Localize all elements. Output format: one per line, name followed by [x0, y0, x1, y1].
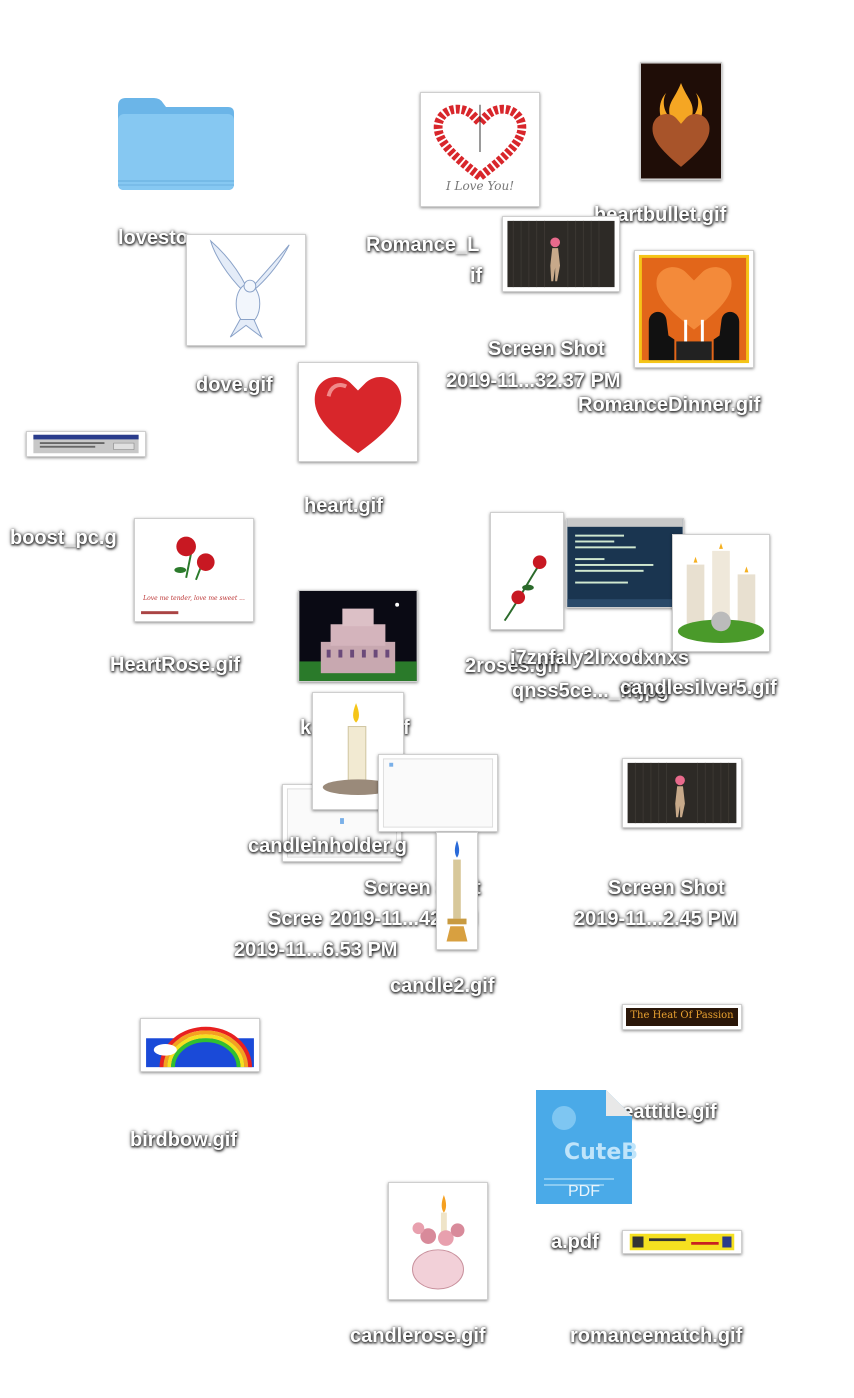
- silver-candles-icon: [673, 535, 769, 651]
- screenshot-3-label-line2: 2019-11...2.45 PM: [574, 908, 738, 930]
- screenshot-4-label-line2: 2019-11...6.53 PM: [234, 939, 398, 961]
- romance-love-label: Romance_L: [366, 234, 480, 256]
- two-roses-icon: [491, 513, 563, 629]
- heart-label: heart.gif: [304, 495, 383, 517]
- lovestory-label: lovesto: [118, 227, 189, 249]
- screenshot-2-thumbnail[interactable]: [378, 754, 498, 832]
- screenshot-1-label-line2: 2019-11...32.37 PM: [446, 370, 621, 392]
- pdf-logo-text: CuteB: [564, 1140, 639, 1165]
- pdf-label: a.pdf: [551, 1231, 599, 1253]
- candleinholder-label: candleinholder.g: [248, 835, 407, 857]
- candle2-label: candle2.gif: [390, 975, 495, 997]
- screenshot-4-label: Scree: [268, 908, 323, 930]
- castle-icon: [299, 591, 417, 681]
- dove-icon: [187, 235, 305, 345]
- birdbow-thumbnail[interactable]: [140, 1018, 260, 1072]
- heattitle-thumbnail[interactable]: The Heat Of Passion: [622, 1004, 742, 1030]
- screenshot-1-label: Screen Shot: [488, 338, 605, 360]
- heartbullet-thumbnail[interactable]: [640, 62, 722, 180]
- candlerose-label: candlerose.gif: [350, 1325, 486, 1347]
- tall-candle-icon: [437, 834, 477, 948]
- flaming-heart-icon: [641, 63, 721, 179]
- romancematch-thumbnail[interactable]: [622, 1230, 742, 1254]
- heartrose-label: HeartRose.gif: [110, 654, 241, 676]
- romance-love-label-line2: if: [470, 265, 483, 287]
- rainbow-bird-icon: [142, 1019, 258, 1071]
- birdbow-label: birdbow.gif: [130, 1129, 238, 1151]
- castle-thumbnail[interactable]: [298, 590, 418, 682]
- screenshot-3-thumbnail[interactable]: [622, 758, 742, 828]
- romancedinner-thumbnail[interactable]: [634, 250, 754, 368]
- walking-figure-screenshot-icon: [503, 217, 619, 291]
- boost-pc-label: boost_pc.g: [10, 527, 117, 549]
- blank-window-screenshot-icon: [379, 755, 497, 831]
- dove-label: dove.gif: [196, 374, 273, 396]
- heartrose-thumbnail[interactable]: Love me tender, love me sweet ...: [134, 518, 254, 622]
- boost-pc-thumbnail[interactable]: [26, 431, 146, 457]
- dove-thumbnail[interactable]: [186, 234, 306, 346]
- folder-icon: [118, 98, 234, 190]
- romantic-dinner-icon: [635, 251, 753, 367]
- walking-figure-screenshot-icon: [623, 759, 741, 827]
- dialog-window-icon: [30, 432, 142, 456]
- romancematch-label: romancematch.gif: [570, 1325, 743, 1347]
- heart-wreath-icon: [421, 93, 539, 206]
- heartrose-thumb-text: Love me tender, love me sweet ...: [143, 595, 245, 602]
- candlesilver-thumbnail[interactable]: [672, 534, 770, 652]
- lovestory-folder-icon[interactable]: [116, 96, 236, 192]
- heattitle-label: heattitle.gif: [610, 1101, 717, 1123]
- candle2-thumbnail[interactable]: [436, 832, 478, 950]
- heartbullet-label: heartbullet.gif: [594, 204, 727, 226]
- pdf-document-icon: [536, 1090, 632, 1204]
- yellow-banner-icon: [627, 1231, 737, 1253]
- heart-thumbnail[interactable]: [298, 362, 418, 462]
- longname-jpg-label-line2: qnss5ce..._ff.jpg: [512, 680, 669, 702]
- 2roses-thumbnail[interactable]: [490, 512, 564, 630]
- candle-rose-vase-icon: [389, 1183, 487, 1299]
- pdf-badge: PDF: [568, 1183, 600, 1200]
- terminal-window-icon: [567, 519, 683, 607]
- romance-love-thumbnail[interactable]: I Love You!: [420, 92, 540, 207]
- screenshot-3-label: Screen Shot: [608, 877, 725, 899]
- romancedinner-label: RomanceDinner.gif: [578, 394, 761, 416]
- rose-card-icon: [135, 519, 253, 621]
- romance-thumb-text: I Love You!: [445, 179, 515, 193]
- pdf-file-icon[interactable]: CuteB PDF: [534, 1088, 638, 1206]
- red-heart-icon: [299, 363, 417, 461]
- screenshot-1-thumbnail[interactable]: [502, 216, 620, 292]
- candlesilver-label: candlesilver5.gif: [620, 677, 777, 699]
- candlerose-thumbnail[interactable]: [388, 1182, 488, 1300]
- castle-label-end: f: [403, 717, 410, 739]
- heattitle-banner-text: The Heat Of Passion: [630, 1010, 734, 1021]
- longname-jpg-label: i7znfaly2lrxodxnxs: [510, 647, 689, 669]
- longname-jpg-thumbnail[interactable]: [566, 518, 684, 608]
- castle-label-start: k: [300, 717, 312, 739]
- 2roses-label: 2roses.gif: [465, 655, 560, 677]
